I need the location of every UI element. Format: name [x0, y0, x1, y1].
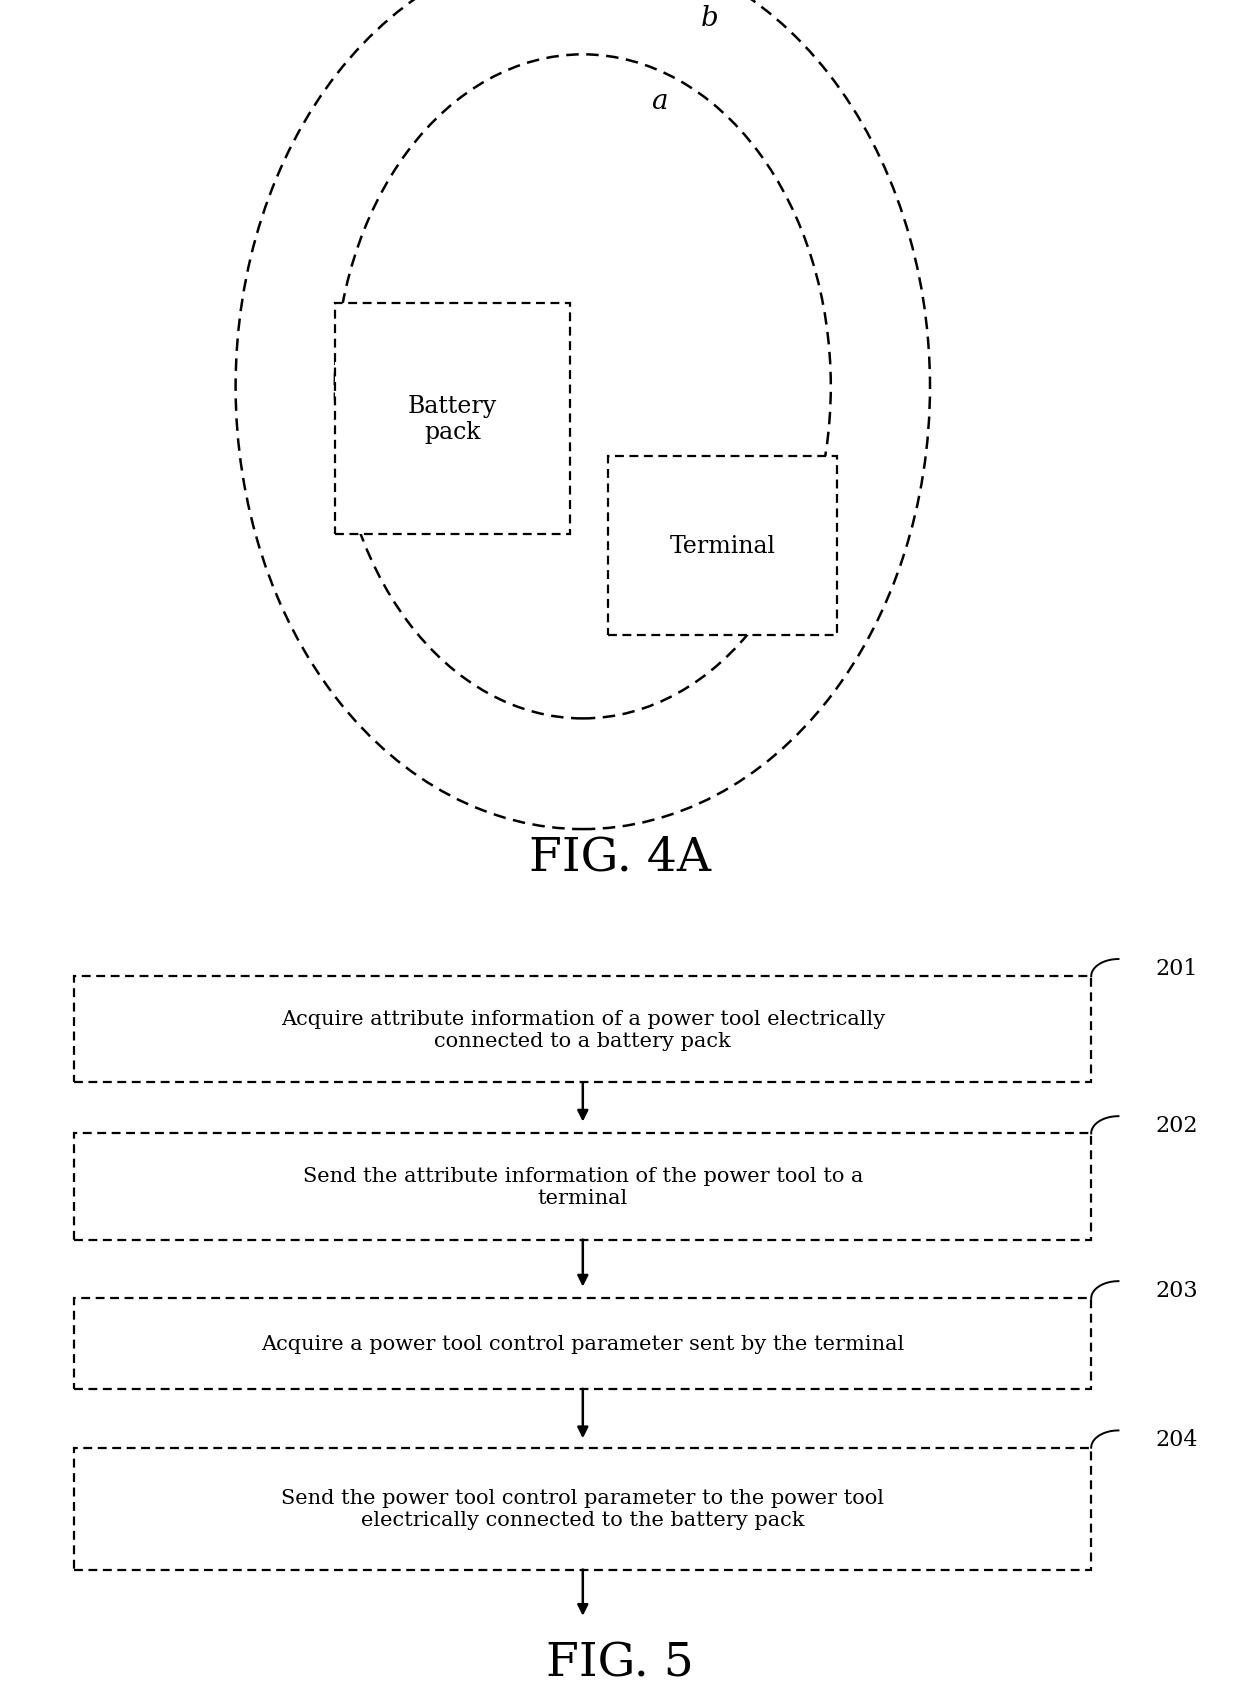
Text: 204: 204 [1156, 1429, 1198, 1451]
FancyBboxPatch shape [74, 1133, 1091, 1239]
Text: b: b [701, 5, 718, 32]
Text: FIG. 5: FIG. 5 [546, 1640, 694, 1685]
FancyBboxPatch shape [74, 1299, 1091, 1389]
Text: Send the power tool control parameter to the power tool
electrically connected t: Send the power tool control parameter to… [281, 1489, 884, 1529]
Text: a: a [651, 89, 667, 114]
Text: FIG. 4A: FIG. 4A [529, 835, 711, 881]
Text: Acquire attribute information of a power tool electrically
connected to a batter: Acquire attribute information of a power… [280, 1009, 885, 1050]
Text: Battery
pack: Battery pack [408, 394, 497, 444]
Text: Terminal: Terminal [670, 534, 775, 558]
FancyBboxPatch shape [74, 976, 1091, 1082]
FancyBboxPatch shape [608, 456, 837, 637]
Text: Acquire a power tool control parameter sent by the terminal: Acquire a power tool control parameter s… [262, 1335, 904, 1354]
FancyBboxPatch shape [335, 304, 570, 534]
Text: 203: 203 [1156, 1279, 1198, 1301]
Text: 201: 201 [1156, 958, 1198, 980]
Text: Send the attribute information of the power tool to a
terminal: Send the attribute information of the po… [303, 1166, 863, 1207]
Text: 202: 202 [1156, 1115, 1198, 1137]
FancyBboxPatch shape [74, 1448, 1091, 1570]
